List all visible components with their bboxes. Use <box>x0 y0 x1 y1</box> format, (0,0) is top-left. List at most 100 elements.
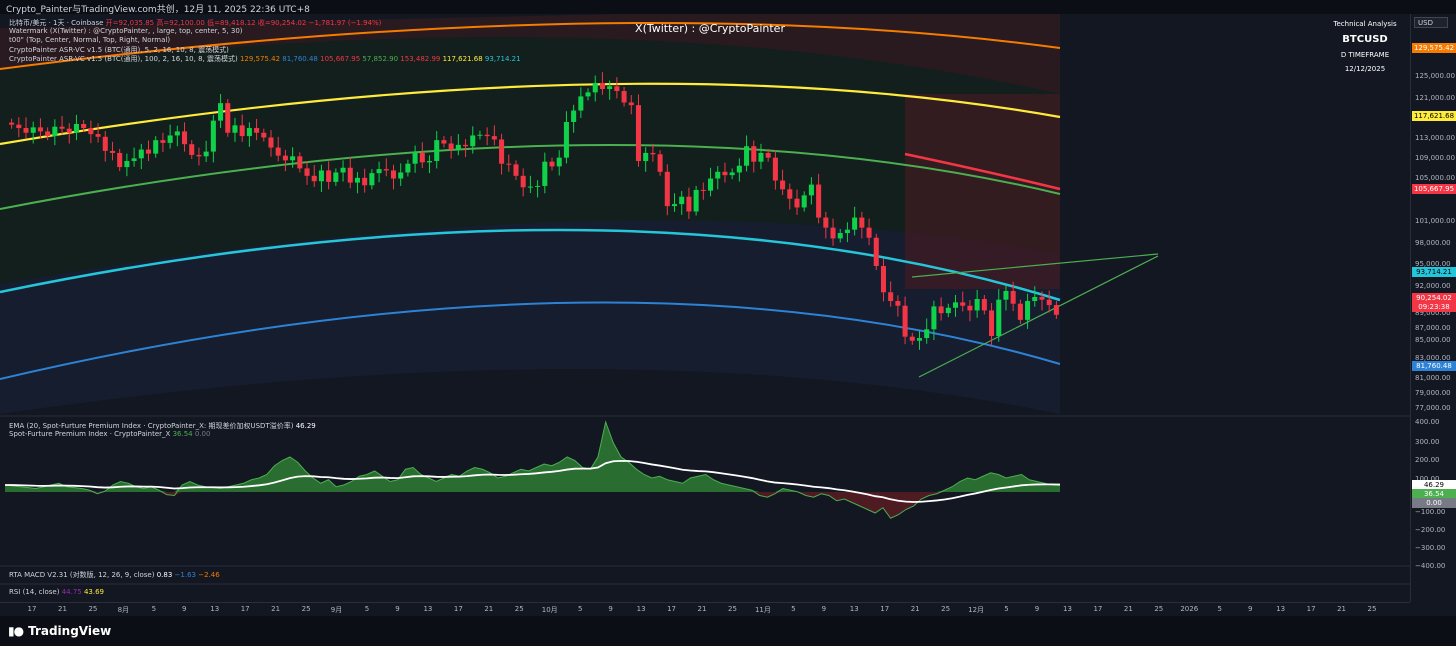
price-tick: 79,000.00 <box>1415 389 1451 397</box>
asr-value: 105,667.95 <box>317 55 361 63</box>
time-tick: 25 <box>1154 605 1164 613</box>
symbol-label[interactable]: 比特币/美元 · 1天 · Coinbase <box>9 19 104 27</box>
time-tick: 5 <box>151 605 157 613</box>
candle-body <box>635 105 642 162</box>
candle-body <box>225 103 231 133</box>
candle-body <box>679 196 685 205</box>
asr-value: 129,575.42 <box>239 55 281 63</box>
legend-macd[interactable]: RTA MACD V2.31 (对数版, 12, 26, 9, close) 0… <box>9 570 220 580</box>
premium-negative-area <box>5 492 1060 519</box>
candle-body <box>340 167 346 173</box>
candle-body <box>866 227 872 238</box>
legend-asr-vc-100[interactable]: CryptoPainter ASR-VC v1.5 (BTC(通用), 100,… <box>9 54 521 64</box>
window-title: Crypto_Painter与TradingView.com共创，12月 11,… <box>6 5 310 15</box>
candle-body <box>938 306 944 314</box>
candle-body <box>744 146 750 166</box>
time-axis[interactable]: 17 21 25 8月 5 9 13 17 21 25 9月 5 9 13 17 21 25 10月 5 9 13 17 2… <box>0 602 1410 616</box>
price-tick: 83,000.00 <box>1415 354 1451 362</box>
candle-body <box>138 149 144 159</box>
candle-body <box>109 150 116 153</box>
channel-line-green <box>0 144 1061 210</box>
time-tick: 13 <box>423 605 433 613</box>
price-tag: 105,667.95 <box>1412 184 1456 194</box>
candle-body <box>189 144 195 155</box>
time-tick: 13 <box>636 605 646 613</box>
window-title-bar: Crypto_Painter与TradingView.com共创，12月 11,… <box>0 0 1456 15</box>
candle-body <box>426 161 433 163</box>
candle-body <box>246 128 252 137</box>
price-chart[interactable] <box>0 14 1410 602</box>
price-tag: 90,254.02 <box>1412 293 1456 303</box>
footer-bar: ▮● TradingView <box>0 616 1456 646</box>
legend-asr-vc-5[interactable]: CryptoPainter ASR-VC v1.5 (BTC(通用), 5, 2… <box>9 46 229 54</box>
channel-line-orange <box>0 21 1061 70</box>
candle-body <box>160 140 166 143</box>
legend-watermark-indicator[interactable]: Watermark (X(Twitter) : @CryptoPainter, … <box>9 27 243 35</box>
candle-body <box>722 171 728 176</box>
time-tick: 9 <box>395 605 400 613</box>
candle-body <box>441 140 447 144</box>
candle-body <box>81 124 87 129</box>
price-tick: 85,000.00 <box>1415 336 1451 344</box>
price-axis[interactable]: USD 125,000.00121,000.00117,000.00113,00… <box>1410 14 1456 602</box>
time-tick: 17 <box>27 605 37 613</box>
candle-body <box>686 196 692 212</box>
price-tick: 77,000.00 <box>1415 404 1451 412</box>
candle-body <box>715 171 721 179</box>
candle-body <box>254 128 260 133</box>
candle-body <box>30 127 36 133</box>
candle-body <box>59 126 65 129</box>
candle-body <box>261 132 267 138</box>
candle-body <box>592 82 598 93</box>
candle-body <box>318 170 324 182</box>
indicator-tag: 46.29 <box>1412 480 1456 490</box>
price-tag: 117,621.68 <box>1412 111 1456 121</box>
candle-body <box>542 161 548 186</box>
currency-button[interactable]: USD <box>1414 17 1448 28</box>
candle-body <box>398 172 404 179</box>
candle-body <box>124 161 130 168</box>
channel-line-yellow <box>0 82 1061 146</box>
asr-value: 93,714.21 <box>482 55 521 63</box>
candle-body <box>888 292 894 302</box>
candle-body <box>282 155 288 161</box>
time-tick: 17 <box>240 605 250 613</box>
candle-body <box>621 91 627 103</box>
candle-body <box>700 189 706 191</box>
price-tick: 105,000.00 <box>1415 174 1456 182</box>
candle-body <box>607 86 613 89</box>
candle-body <box>419 152 425 163</box>
legend-premium-index[interactable]: Spot-Furture Premium Index · CryptoPaint… <box>9 430 210 438</box>
legend-table-indicator[interactable]: t00" (Top, Center, Normal, Top, Right, N… <box>9 36 171 44</box>
premium-label: Spot-Furture Premium Index · CryptoPaint… <box>9 430 171 438</box>
candle-body <box>931 306 937 330</box>
legend-ema-premium[interactable]: EMA (20, Spot-Furture Premium Index · Cr… <box>9 421 316 431</box>
candle-body <box>390 170 397 179</box>
candle-body <box>801 195 807 208</box>
tradingview-logo[interactable]: ▮● TradingView <box>8 624 111 638</box>
legend-low: 低=89,418.12 <box>207 19 256 27</box>
candle-body <box>52 126 58 137</box>
time-tick: 5 <box>1217 605 1222 613</box>
candle-body <box>816 184 822 218</box>
candle-body <box>520 175 526 188</box>
time-tick: 25 <box>514 605 524 613</box>
price-tick: 95,000.00 <box>1415 260 1451 268</box>
trendline-lower <box>918 255 1159 378</box>
time-tick: 13 <box>210 605 220 613</box>
legend-rsi[interactable]: RSI (14, close) 44.75 43.69 <box>9 588 104 596</box>
candle-body <box>1010 290 1016 304</box>
candle-body <box>1053 305 1059 315</box>
time-tick: 21 <box>910 605 920 613</box>
premium-zero: 0.00 <box>194 430 211 438</box>
time-tick: 9 <box>821 605 827 613</box>
candle-body <box>895 301 901 306</box>
price-tag: 129,575.42 <box>1412 43 1456 53</box>
candle-body <box>455 144 461 150</box>
legend-asr-vc-100-values: 129,575.42 81,760.48 105,667.95 57,852.9… <box>240 55 521 63</box>
candle-body <box>1025 301 1031 320</box>
premium-value: 36.54 <box>172 430 193 438</box>
candle-body <box>1017 303 1023 320</box>
indicator-tick: −100.00 <box>1415 508 1446 516</box>
time-tick: 25 <box>941 605 951 613</box>
